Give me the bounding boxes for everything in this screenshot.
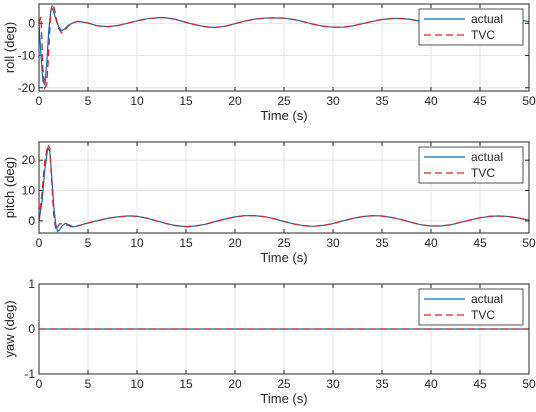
x-tick-label: 20 [228,236,242,250]
x-axis-label: Time (s) [260,108,307,123]
x-tick-label: 45 [473,377,487,391]
x-tick-label: 30 [326,94,340,108]
legend-label-actual: actual [471,292,503,306]
x-tick-label: 50 [522,377,536,391]
legend-label-tvc: TVC [471,166,495,180]
x-tick-label: 30 [326,236,340,250]
legend-label-tvc: TVC [471,308,495,322]
x-tick-label: 35 [375,377,389,391]
y-tick-label: -10 [18,49,36,63]
y-tick-label: -1 [24,367,35,381]
legend-label-actual: actual [471,150,503,164]
legend-label-actual: actual [471,12,503,26]
y-tick-label: -20 [18,81,36,95]
x-tick-label: 40 [424,236,438,250]
x-tick-label: 5 [85,377,92,391]
legend-box [418,146,524,184]
series-line-tvc [39,4,529,90]
y-tick-label: 20 [22,153,36,167]
y-tick-label: 0 [28,214,35,228]
legend-box [418,8,524,46]
x-tick-label: 5 [85,94,92,108]
x-tick-label: 35 [375,94,389,108]
y-tick-label: 0 [28,16,35,30]
axes-box [38,141,530,234]
chart-panel-1: 0 5 10 15 20 25 30 35 40 45 50 0 10 20 Time (s) pitch (… [2,141,536,265]
x-tick-label: 30 [326,377,340,391]
x-tick-label: 15 [179,94,193,108]
legend: actual TVC [418,146,524,184]
x-tick-label: 20 [228,94,242,108]
x-tick-label: 40 [424,377,438,391]
x-tick-label: 0 [36,236,43,250]
x-axis-label: Time (s) [260,391,307,406]
legend: actual TVC [418,8,524,46]
x-tick-label: 10 [130,377,144,391]
x-tick-label: 0 [36,94,43,108]
x-tick-label: 20 [228,377,242,391]
y-tick-label: 0 [28,322,35,336]
series-line-tvc [39,143,529,232]
axes-box [38,283,530,375]
legend-box [418,288,524,326]
x-tick-label: 45 [473,94,487,108]
y-axis-label: yaw (deg) [2,300,17,357]
x-tick-label: 45 [473,236,487,250]
x-tick-label: 15 [179,236,193,250]
legend: actual TVC [418,288,524,326]
x-tick-label: 25 [277,377,291,391]
x-tick-label: 40 [424,94,438,108]
x-tick-label: 15 [179,377,193,391]
y-tick-label: 1 [28,277,35,291]
x-tick-label: 50 [522,94,536,108]
x-tick-label: 25 [277,236,291,250]
x-axis-label: Time (s) [260,250,307,265]
y-axis-label: roll (deg) [2,22,17,73]
axes-box [38,3,530,92]
x-tick-label: 50 [522,236,536,250]
chart-panel-0: 0 5 10 15 20 25 30 35 40 45 50 -20 -10 0 Time (s) roll … [2,3,536,123]
x-tick-label: 35 [375,236,389,250]
y-axis-label: pitch (deg) [2,157,17,218]
x-tick-label: 10 [130,236,144,250]
y-tick-label: 10 [22,184,36,198]
legend-label-tvc: TVC [471,28,495,42]
x-tick-label: 10 [130,94,144,108]
x-tick-label: 0 [36,377,43,391]
x-tick-label: 5 [85,236,92,250]
x-tick-label: 25 [277,94,291,108]
